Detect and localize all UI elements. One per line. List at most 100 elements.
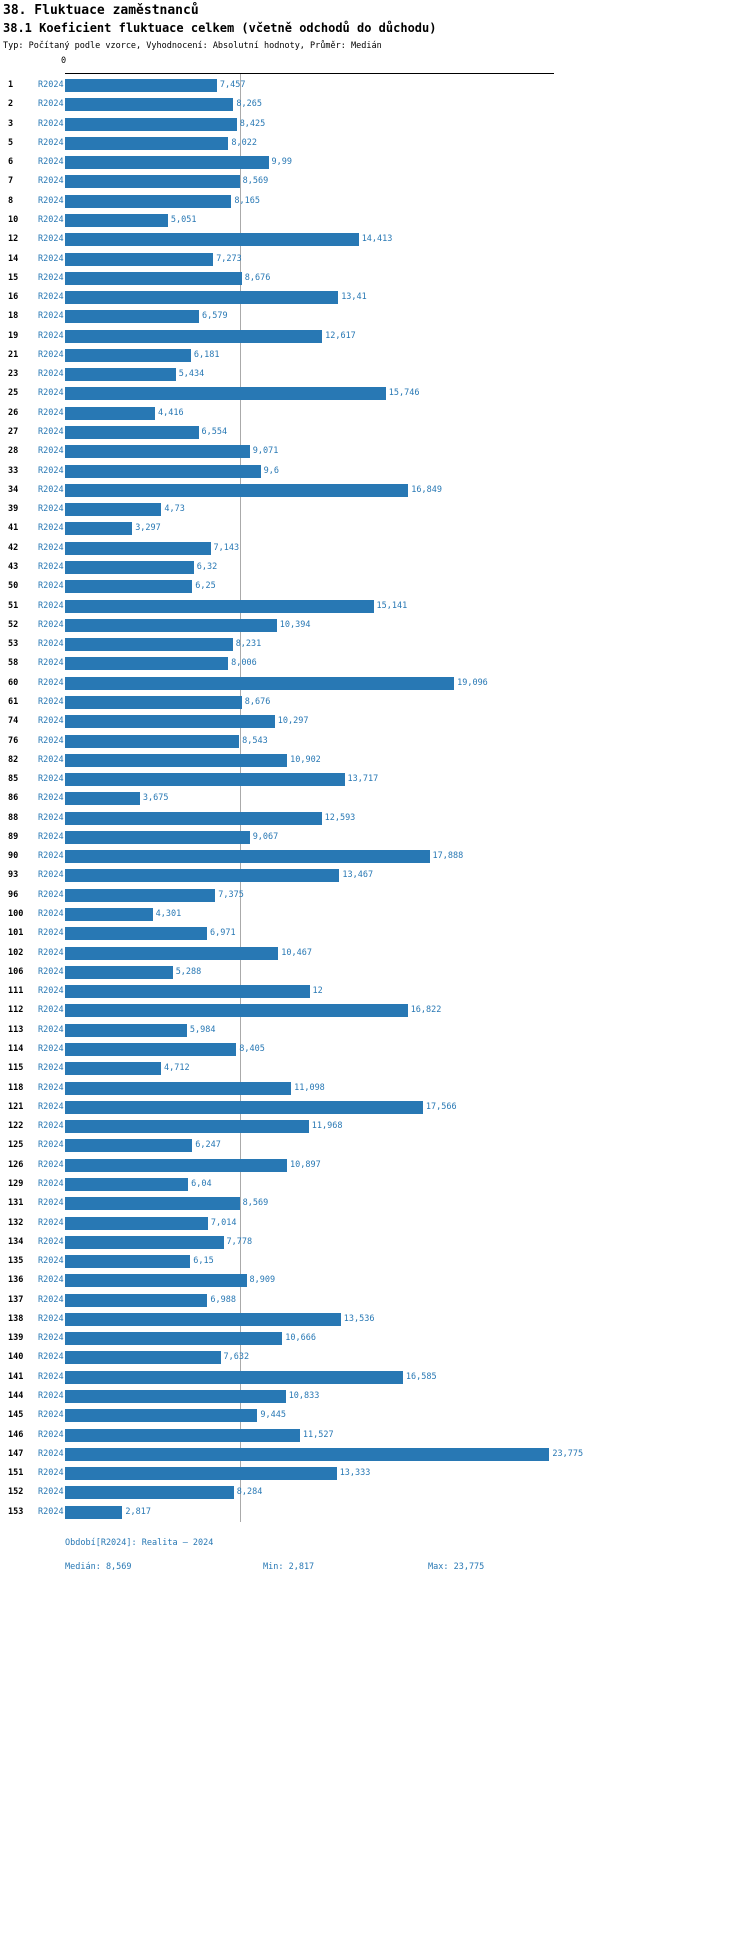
bar-value-label: 11,968 (311, 1121, 343, 1132)
bar-row: 114 R2024 8,405 (0, 1040, 750, 1059)
bar[interactable] (65, 1023, 187, 1037)
bar[interactable] (65, 1505, 123, 1519)
bar[interactable] (65, 426, 199, 440)
row-id: 129 (8, 1178, 24, 1189)
bar[interactable] (65, 194, 232, 208)
bar[interactable] (65, 1351, 221, 1365)
row-id: 140 (8, 1352, 24, 1363)
bar[interactable] (65, 1043, 237, 1056)
bar[interactable] (65, 1197, 240, 1211)
bar[interactable] (65, 638, 233, 652)
bar[interactable] (65, 850, 430, 864)
bar[interactable] (65, 252, 214, 266)
bar[interactable] (65, 445, 250, 459)
bar[interactable] (65, 985, 310, 999)
bar[interactable] (65, 387, 386, 401)
bar[interactable] (65, 1139, 193, 1153)
bar[interactable] (65, 1062, 161, 1076)
bar[interactable] (65, 927, 207, 941)
bar[interactable] (65, 406, 155, 420)
bar[interactable] (65, 1486, 234, 1500)
bar[interactable] (65, 1158, 287, 1172)
bar-row: 52 R2024 10,394 (0, 616, 750, 635)
bar[interactable] (65, 792, 140, 806)
bar[interactable] (65, 618, 277, 632)
bar[interactable] (65, 483, 409, 497)
bar-value-label: 10,666 (285, 1333, 317, 1344)
bar-value-label: 7,375 (218, 889, 244, 900)
bar[interactable] (65, 561, 194, 574)
bar[interactable] (65, 1447, 550, 1461)
bar[interactable] (65, 888, 216, 902)
row-id: 16 (8, 292, 19, 303)
bar-row: 140 R2024 7,632 (0, 1348, 750, 1367)
row-id: 134 (8, 1236, 24, 1247)
bar-row: 131 R2024 8,569 (0, 1194, 750, 1213)
bar[interactable] (65, 1004, 408, 1018)
bar[interactable] (65, 1216, 208, 1230)
bar[interactable] (65, 175, 240, 189)
row-id: 89 (8, 831, 19, 842)
bar[interactable] (65, 464, 261, 478)
bar[interactable] (65, 329, 323, 343)
bar[interactable] (65, 1428, 300, 1442)
bar[interactable] (65, 541, 211, 555)
bar[interactable] (65, 1235, 224, 1249)
series-label: R2024 (38, 1371, 64, 1382)
bar[interactable] (65, 1370, 403, 1384)
bar-value-label: 6,32 (196, 562, 218, 572)
series-label: R2024 (38, 99, 64, 110)
bar[interactable] (65, 368, 176, 382)
bar[interactable] (65, 811, 322, 825)
bar[interactable] (65, 271, 242, 285)
bar[interactable] (65, 348, 191, 362)
bar[interactable] (65, 734, 240, 748)
bar[interactable] (65, 580, 193, 594)
bar[interactable] (65, 1177, 189, 1191)
series-label: R2024 (38, 1101, 64, 1112)
row-id: 28 (8, 446, 19, 457)
bar-row: 101 R2024 6,971 (0, 924, 750, 943)
bar[interactable] (65, 1312, 341, 1326)
bar[interactable] (65, 1467, 337, 1481)
bar[interactable] (65, 522, 133, 536)
bar[interactable] (65, 1081, 292, 1095)
bar[interactable] (65, 676, 455, 690)
bar[interactable] (65, 1100, 423, 1114)
series-label: R2024 (38, 928, 64, 939)
bar[interactable] (65, 657, 229, 671)
bar[interactable] (65, 965, 173, 979)
bar[interactable] (65, 213, 168, 227)
series-label: R2024 (38, 1236, 64, 1247)
bar[interactable] (65, 233, 359, 247)
bar[interactable] (65, 715, 275, 729)
row-id: 126 (8, 1159, 24, 1170)
bar[interactable] (65, 869, 340, 883)
row-id: 115 (8, 1063, 24, 1074)
series-label: R2024 (38, 1333, 64, 1344)
bar[interactable] (65, 1274, 247, 1288)
bar[interactable] (65, 503, 162, 517)
bar[interactable] (65, 908, 153, 922)
bar[interactable] (65, 695, 242, 709)
series-label: R2024 (38, 851, 64, 862)
bar[interactable] (65, 291, 339, 305)
bar[interactable] (65, 156, 269, 170)
bar[interactable] (65, 1120, 309, 1134)
bar[interactable] (65, 830, 250, 844)
bar[interactable] (65, 79, 217, 92)
bar[interactable] (65, 117, 237, 131)
bar[interactable] (65, 1332, 283, 1346)
bar[interactable] (65, 1255, 191, 1269)
bar[interactable] (65, 599, 374, 613)
bar[interactable] (65, 136, 229, 150)
bar[interactable] (65, 1390, 286, 1404)
series-label: R2024 (38, 118, 64, 129)
bar[interactable] (65, 1409, 258, 1423)
bar[interactable] (65, 946, 279, 960)
bar[interactable] (65, 753, 288, 767)
bar[interactable] (65, 310, 199, 324)
bar[interactable] (65, 1293, 208, 1307)
bar[interactable] (65, 98, 234, 112)
bar[interactable] (65, 773, 345, 787)
